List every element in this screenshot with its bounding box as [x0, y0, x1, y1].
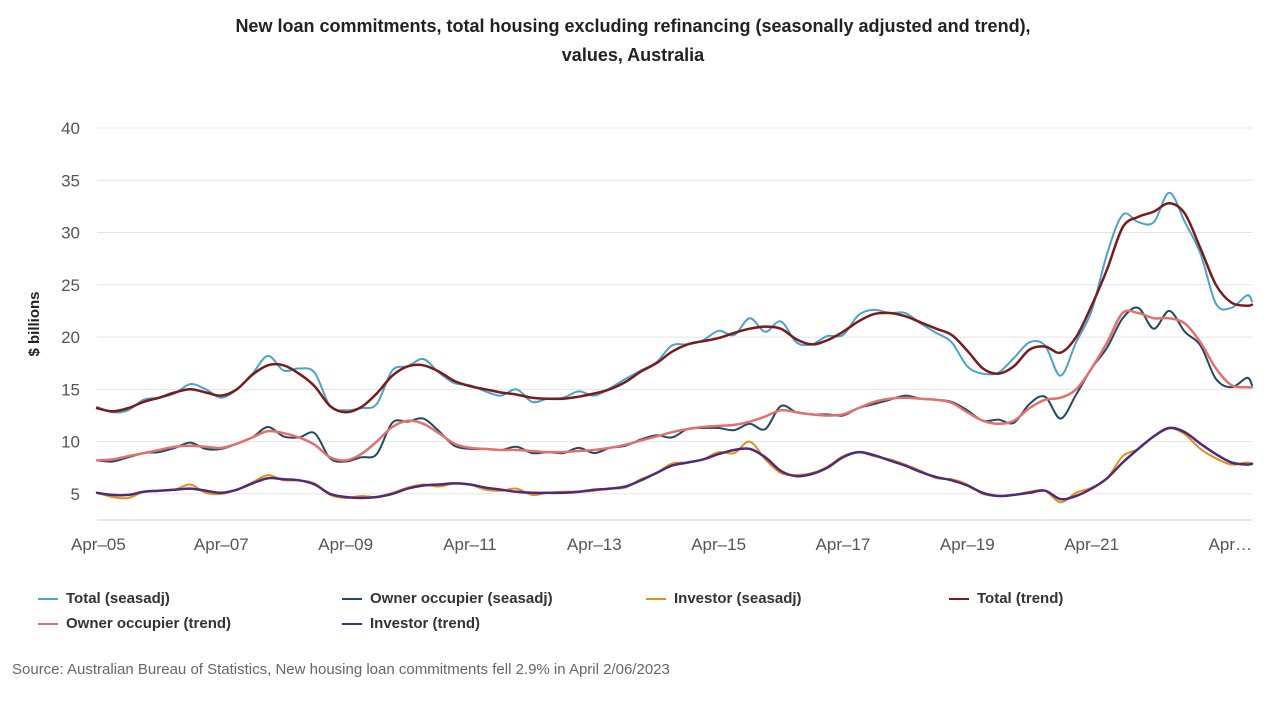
x-tick-label: Apr… — [1209, 535, 1252, 554]
legend-label: Owner occupier (trend) — [66, 615, 232, 632]
x-tick-label: Apr–07 — [194, 535, 249, 554]
x-tick-label: Apr–09 — [318, 535, 373, 554]
legend-label: Total (seasadj) — [66, 590, 170, 607]
legend-label: Total (trend) — [977, 590, 1064, 607]
legend-swatch — [342, 597, 362, 600]
series-line-total-trend — [95, 202, 1254, 414]
x-tick-label: Apr–15 — [691, 535, 746, 554]
legend-label: Investor (seasadj) — [674, 590, 802, 607]
x-tick-label: Apr–19 — [940, 535, 995, 554]
legend-swatch — [949, 597, 969, 600]
legend-item[interactable]: Owner occupier (seasadj) — [342, 590, 553, 607]
y-axis-label: $ billions — [26, 291, 43, 356]
legend-label: Owner occupier (seasadj) — [370, 590, 553, 607]
legend-item[interactable]: Total (seasadj) — [38, 590, 170, 607]
legend-swatch — [38, 597, 58, 600]
y-tick-label: 25 — [61, 276, 80, 295]
source-note: Source: Australian Bureau of Statistics,… — [12, 661, 670, 678]
x-tick-label: Apr–17 — [816, 535, 871, 554]
y-tick-label: 30 — [61, 224, 80, 243]
x-tick-label: Apr–05 — [71, 535, 126, 554]
legend-item[interactable]: Owner occupier (trend) — [38, 615, 231, 632]
legend-item[interactable]: Investor (trend) — [342, 615, 480, 632]
y-tick-label: 35 — [61, 171, 80, 190]
series-line-investor-trend — [95, 426, 1254, 501]
line-chart: 5 10 15 20 25 30 35 40 Apr–05 Apr–07 Apr–09 Apr–11 A… — [26, 119, 1254, 554]
x-tick-label: Apr–13 — [567, 535, 622, 554]
chart-title-line-1: New loan commitments, total housing excl… — [235, 16, 1031, 36]
legend-swatch — [38, 622, 58, 625]
x-tick-label: Apr–21 — [1064, 535, 1119, 554]
legend-item[interactable]: Investor (seasadj) — [646, 590, 802, 607]
chart-title: New loan commitments, total housing excl… — [0, 12, 1266, 70]
x-tick-label: Apr–11 — [443, 535, 497, 554]
legend-label: Investor (trend) — [370, 615, 481, 632]
legend-item[interactable]: Total (trend) — [949, 590, 1063, 607]
series-line-owner-occupier-trend — [95, 309, 1254, 462]
series-line-owner-occupier-seasadj — [96, 306, 1253, 463]
y-tick-label: 5 — [71, 485, 80, 504]
chart-title-line-2: values, Australia — [561, 45, 705, 65]
legend-swatch — [646, 597, 666, 600]
y-tick-label: 20 — [61, 328, 80, 347]
y-tick-label: 15 — [61, 380, 80, 399]
legend-swatch — [342, 622, 362, 625]
series-line-total-seasadj — [96, 191, 1253, 414]
y-tick-label: 40 — [61, 119, 80, 138]
y-tick-label: 10 — [61, 433, 80, 452]
